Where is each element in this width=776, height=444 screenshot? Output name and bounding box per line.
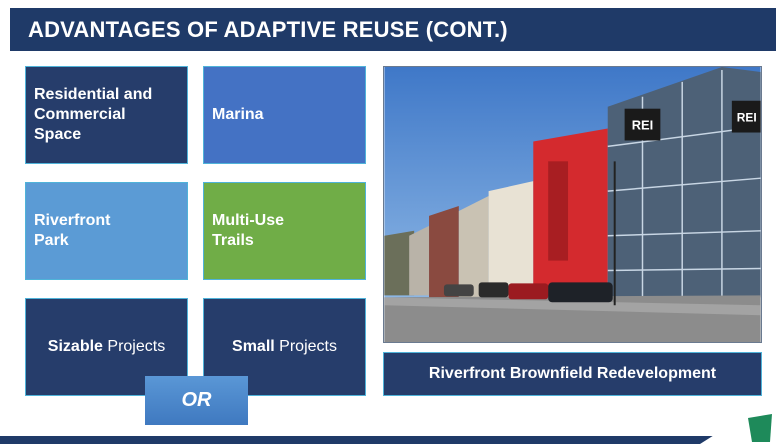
tile: Marina: [203, 66, 366, 164]
or-badge: OR: [145, 376, 248, 425]
page: Slide html, body { margin: 0; padding: 0…: [0, 0, 776, 444]
logo: [700, 396, 776, 444]
tile-line: Commercial: [34, 105, 179, 125]
sign: REI: [737, 111, 757, 125]
tile-line: Residential and: [34, 85, 179, 105]
sign: REI: [632, 118, 654, 133]
project-label: Projects: [279, 337, 337, 357]
project-size: Small: [232, 337, 275, 357]
tile-line: Multi-Use: [212, 211, 357, 231]
slide-title: ADVANTAGES OF ADAPTIVE REUSE (CONT.): [10, 8, 776, 51]
footer-bar: [0, 436, 776, 444]
tile-line: Riverfront: [34, 211, 179, 231]
slide: {"header":{"title":"ADVANTAGES OF ADAPTI…: [0, 0, 776, 444]
tile-line: Space: [34, 125, 179, 145]
tile-line: Trails: [212, 231, 357, 251]
photo: REI REI: [383, 66, 762, 343]
tile-line: Marina: [212, 105, 357, 125]
project-size: Sizable: [48, 337, 103, 357]
project-label: Projects: [107, 337, 165, 357]
photo-caption: Riverfront Brownfield Redevelopment: [383, 352, 762, 396]
tile-line: Park: [34, 231, 179, 251]
